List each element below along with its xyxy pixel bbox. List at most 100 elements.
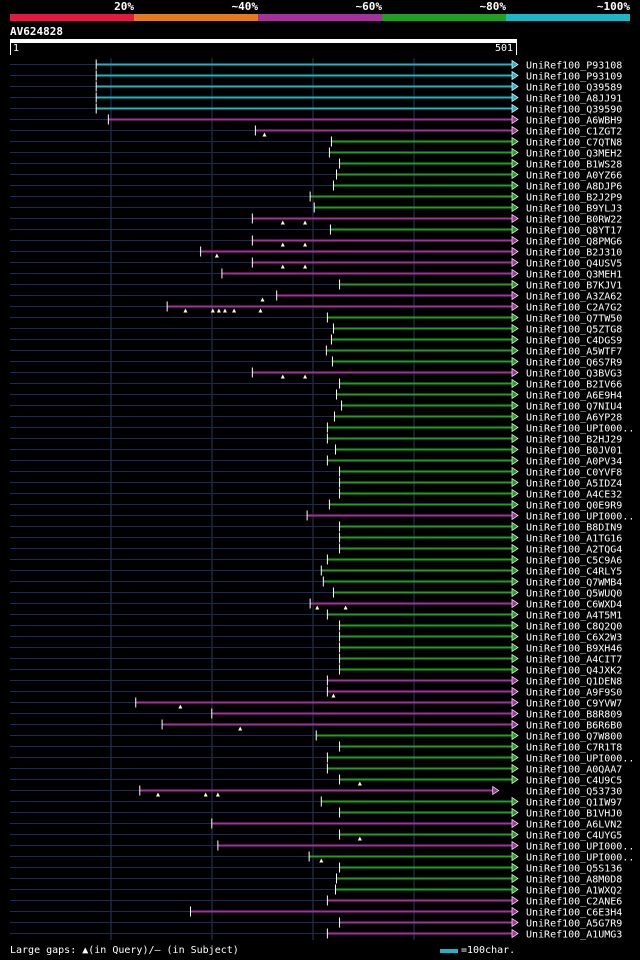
hit-label[interactable]: UniRef100_A6WBH9 [526,116,622,127]
hit-label[interactable]: UniRef100_Q5WUQ0 [526,589,622,600]
query-gap-marker [232,308,237,313]
hit-label[interactable]: UniRef100_B9YLJ3 [526,204,622,215]
hit-label[interactable]: UniRef100_A3ZA62 [526,292,622,303]
hit-arrowhead [511,719,519,730]
hit-label[interactable]: UniRef100_Q1IW97 [526,798,622,809]
hit-label[interactable]: UniRef100_A0YZ66 [526,171,622,182]
hit-label[interactable]: UniRef100_C6WXD4 [526,600,622,611]
hit-label[interactable]: UniRef100_Q7NIU4 [526,402,622,413]
hit-label[interactable]: UniRef100_UPI000.. [526,842,634,853]
hit-label[interactable]: UniRef100_UPI000.. [526,853,634,864]
hit-label[interactable]: UniRef100_B0JV01 [526,446,622,457]
hit-label[interactable]: UniRef100_B2J2P9 [526,193,622,204]
legend-segment-green [382,14,506,21]
hit-arrowhead [511,136,519,147]
hit-label[interactable]: UniRef100_A5G7R9 [526,919,622,930]
hit-label[interactable]: UniRef100_B8R809 [526,710,622,721]
hit-arrowhead [511,290,519,301]
hit-label[interactable]: UniRef100_Q3MEH1 [526,270,622,281]
hit-label[interactable]: UniRef100_C0YVF8 [526,468,622,479]
hit-label[interactable]: UniRef100_Q4JXK2 [526,666,622,677]
hit-label[interactable]: UniRef100_Q7TW50 [526,314,622,325]
query-gap-marker [238,726,243,731]
hit-label[interactable]: UniRef100_B7KJV1 [526,281,622,292]
hit-label[interactable]: UniRef100_C9YVW7 [526,699,622,710]
hit-label[interactable]: UniRef100_A4CIT7 [526,655,622,666]
hit-label[interactable]: UniRef100_A0QAA7 [526,765,622,776]
hit-label[interactable]: UniRef100_Q5S136 [526,864,622,875]
hit-arrowhead [511,400,519,411]
hit-label[interactable]: UniRef100_B2J310 [526,248,622,259]
hit-label[interactable]: UniRef100_C7R1T8 [526,743,622,754]
hit-label[interactable]: UniRef100_C6E3H4 [526,908,622,919]
legend-label-100: ~100% [596,0,630,13]
hit-arrowhead [511,147,519,158]
hit-label[interactable]: UniRef100_A8DJP6 [526,182,622,193]
hit-label[interactable]: UniRef100_C7QTN8 [526,138,622,149]
hit-arrowhead [511,598,519,609]
hit-label[interactable]: UniRef100_Q4USV5 [526,259,622,270]
hit-label[interactable]: UniRef100_B9XH46 [526,644,622,655]
hit-label[interactable]: UniRef100_A6LVN2 [526,820,622,831]
hit-label[interactable]: UniRef100_Q5ZTG8 [526,325,622,336]
hit-label[interactable]: UniRef100_UPI000.. [526,512,634,523]
hit-label[interactable]: UniRef100_Q7W800 [526,732,622,743]
hit-label[interactable]: UniRef100_C6X2W3 [526,633,622,644]
hit-label[interactable]: UniRef100_B6R6B0 [526,721,622,732]
hit-label[interactable]: UniRef100_Q7WMB4 [526,578,622,589]
hit-label[interactable]: UniRef100_A1UMG3 [526,930,622,941]
hit-label[interactable]: UniRef100_C4UYG5 [526,831,622,842]
query-gap-marker [303,374,308,379]
hit-label[interactable]: UniRef100_C2ANE6 [526,897,622,908]
hit-label[interactable]: UniRef100_C2A7G2 [526,303,622,314]
hit-label[interactable]: UniRef100_Q0E9R9 [526,501,622,512]
hit-arrowhead [511,257,519,268]
hit-label[interactable]: UniRef100_Q1DEN8 [526,677,622,688]
hit-label[interactable]: UniRef100_A1TG16 [526,534,622,545]
hit-label[interactable]: UniRef100_C4RLY5 [526,567,622,578]
legend-segment-cyan [506,14,630,21]
hit-label[interactable]: UniRef100_Q39590 [526,105,622,116]
hit-label[interactable]: UniRef100_A9F9S0 [526,688,622,699]
hit-label[interactable]: UniRef100_A8M0D8 [526,875,622,886]
hit-arrowhead [511,433,519,444]
scale-bar [440,949,458,953]
hit-arrowhead [511,587,519,598]
hit-label[interactable]: UniRef100_Q8PMG6 [526,237,622,248]
hit-label[interactable]: UniRef100_C5C9A6 [526,556,622,567]
hit-label[interactable]: UniRef100_B1VHJ0 [526,809,622,820]
hit-label[interactable]: UniRef100_A2TQG4 [526,545,622,556]
ruler-start-label: 1 [13,43,20,54]
hit-label[interactable]: UniRef100_C8Q2Q0 [526,622,622,633]
hit-label[interactable]: UniRef100_P93109 [526,72,622,83]
hit-label[interactable]: UniRef100_Q3MEH2 [526,149,622,160]
query-gap-marker [203,792,208,797]
hit-label[interactable]: UniRef100_A5IDZ4 [526,479,622,490]
hit-label[interactable]: UniRef100_P93108 [526,61,622,72]
hit-label[interactable]: UniRef100_C4DGS9 [526,336,622,347]
hit-label[interactable]: UniRef100_B2HJ29 [526,435,622,446]
hit-label[interactable]: UniRef100_A1WXQ2 [526,886,622,897]
hit-label[interactable]: UniRef100_B1WS28 [526,160,622,171]
hit-label[interactable]: UniRef100_A4CE32 [526,490,622,501]
hit-label[interactable]: UniRef100_Q3BVG3 [526,369,622,380]
hit-label[interactable]: UniRef100_A6YP28 [526,413,622,424]
hit-label[interactable]: UniRef100_A5WTF7 [526,347,622,358]
hit-label[interactable]: UniRef100_C1ZGT2 [526,127,622,138]
hit-label[interactable]: UniRef100_B8DIN9 [526,523,622,534]
hit-label[interactable]: UniRef100_A6E9H4 [526,391,622,402]
hit-arrowhead [511,708,519,719]
hit-arrowhead [511,807,519,818]
hit-label[interactable]: UniRef100_B2IV66 [526,380,622,391]
hit-label[interactable]: UniRef100_A8JJ91 [526,94,622,105]
hit-label[interactable]: UniRef100_UPI000.. [526,754,634,765]
hit-label[interactable]: UniRef100_B0RW22 [526,215,622,226]
hit-label[interactable]: UniRef100_Q6S7R9 [526,358,622,369]
hit-label[interactable]: UniRef100_UPI000.. [526,424,634,435]
hit-label[interactable]: UniRef100_Q8YT17 [526,226,622,237]
hit-label[interactable]: UniRef100_C4U9C5 [526,776,622,787]
hit-label[interactable]: UniRef100_A4T5M1 [526,611,622,622]
hit-label[interactable]: UniRef100_A0PV34 [526,457,622,468]
hit-label[interactable]: UniRef100_Q53730 [526,787,622,798]
hit-label[interactable]: UniRef100_Q39589 [526,83,622,94]
